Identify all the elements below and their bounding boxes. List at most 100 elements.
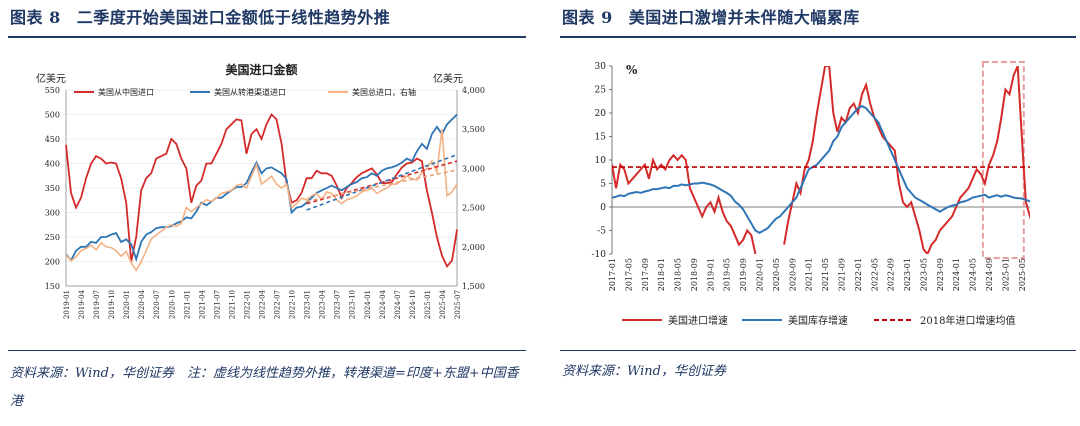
- y-tick-label: 15: [595, 133, 607, 143]
- figure-9-heading: 美国进口激增并未伴随大幅累库: [628, 8, 860, 27]
- x-tick-label: 2024-01: [952, 258, 961, 291]
- legend-imports-label: 美国进口增速: [668, 314, 728, 327]
- x-tick-label: 2022-04: [259, 289, 267, 319]
- x-tick-label: 2021-10: [228, 290, 236, 319]
- x-tick-label: 2021-04: [198, 289, 206, 319]
- x-tick-label: 2024-04: [379, 289, 387, 319]
- x-tick-label: 2020-07: [153, 290, 161, 319]
- x-tick-label: 2022-09: [887, 258, 896, 291]
- x-tick-label: 2021-01: [805, 258, 814, 291]
- x-tick-label: 2024-07: [394, 290, 402, 319]
- y-axis-left-label: 亿美元: [36, 72, 66, 85]
- transit-imports-line: [65, 113, 458, 263]
- legend-avg-label: 2018年进口增速均值: [920, 314, 1015, 327]
- x-tick-label: 2018-01: [657, 258, 666, 291]
- x-tick-label: 2017-05: [624, 258, 633, 291]
- x-tick-label: 2024-05: [969, 258, 978, 291]
- y-tick-label: 5: [600, 180, 606, 190]
- x-tick-label: 2020-01: [123, 290, 131, 319]
- y-tick-left-label: 250: [45, 233, 60, 242]
- x-tick-label: 2019-05: [723, 258, 732, 291]
- x-tick-label: 2019-01: [706, 258, 715, 291]
- imports-growth-line: [612, 66, 1030, 254]
- x-tick-label: 2019-10: [108, 290, 116, 319]
- y-tick-right-label: 2,000: [462, 243, 485, 252]
- x-tick-label: 2025-01: [1001, 258, 1010, 291]
- y-tick-label: 20: [595, 109, 607, 119]
- y-tick-right-label: 1,500: [462, 282, 485, 291]
- total-imports-line: [65, 129, 458, 272]
- x-tick-label: 2024-10: [409, 290, 417, 319]
- figure-8-heading: 二季度开始美国进口金额低于线性趋势外推: [76, 8, 391, 27]
- y-tick-left-label: 150: [45, 282, 60, 291]
- figure-9-label: 图表 9: [562, 8, 613, 27]
- y-tick-left-label: 200: [45, 258, 60, 267]
- x-tick-label: 2021-01: [183, 290, 191, 319]
- y-tick-left-label: 550: [45, 86, 60, 95]
- x-tick-label: 2023-04: [319, 289, 327, 319]
- figure-9-top-rule: [560, 36, 1076, 38]
- y-tick-label: -10: [592, 250, 607, 260]
- y-axis-right-label: 亿美元: [433, 72, 463, 85]
- legend-china-label: 美国从中国进口: [98, 87, 154, 97]
- y-tick-label: 30: [595, 62, 607, 72]
- x-tick-label: 2023-10: [349, 290, 357, 319]
- x-tick-label: 2017-09: [641, 258, 650, 291]
- y-tick-right-label: 4,000: [462, 86, 485, 95]
- x-tick-label: 2020-09: [788, 258, 797, 291]
- x-tick-label: 2020-04: [138, 289, 146, 319]
- x-tick-label: 2023-05: [919, 258, 928, 291]
- y-tick-right-label: 2,500: [462, 204, 485, 213]
- y-tick-left-label: 400: [45, 160, 60, 169]
- figure-9-source: 资料来源：Wind，华创证券: [562, 364, 726, 379]
- x-tick-label: 2017-01: [608, 258, 617, 291]
- x-tick-label: 2019-09: [739, 258, 748, 291]
- y-tick-label: 10: [595, 156, 607, 166]
- transit-trend-line: [306, 153, 458, 211]
- y-tick-left-label: 450: [45, 135, 60, 144]
- figure-8-bottom-rule: [8, 350, 526, 351]
- figure-9-bottom-rule: [560, 350, 1076, 351]
- x-tick-label: 2023-01: [304, 290, 312, 319]
- x-tick-label: 2025-07: [454, 290, 462, 319]
- legend-inventory-label: 美国库存增速: [788, 314, 848, 327]
- x-tick-label: 2019-04: [78, 289, 86, 319]
- figure-8-panel: 图表 8 二季度开始美国进口金额低于线性趋势外推 美国进口金额 亿美元 亿美元 150 2…: [0, 0, 530, 426]
- figure-9-panel: 图表 9 美国进口激增并未伴随大幅累库 % -10 -5 0 5 10 15 20 25 30 201…: [552, 0, 1080, 426]
- figure-8-label: 图表 8: [10, 8, 61, 27]
- x-tick-label: 2025-05: [1018, 258, 1027, 291]
- x-tick-label: 2018-09: [690, 258, 699, 291]
- x-tick-label: 2021-05: [821, 258, 830, 291]
- y-tick-right-label: 3,500: [462, 125, 485, 134]
- x-tick-label: 2022-10: [289, 290, 297, 319]
- figure-9-chart: % -10 -5 0 5 10 15 20 25 30 2017-01 2017-05 2017-09 2…: [592, 61, 1030, 327]
- y-tick-label: -5: [597, 227, 606, 237]
- x-tick-label: 2019-07: [93, 290, 101, 319]
- legend-total-label: 美国总进口，右轴: [352, 87, 416, 97]
- x-tick-label: 2022-05: [870, 258, 879, 291]
- x-tick-label: 2023-07: [334, 290, 342, 319]
- x-tick-label: 2020-01: [756, 258, 765, 291]
- x-tick-label: 2025-01: [424, 290, 432, 319]
- legend-transit-label: 美国从转港渠道进口: [214, 87, 286, 97]
- figure-8-source: 资料来源：Wind，华创证券 注：虚线为线性趋势外推，转港渠道=印度+东盟+中国…: [10, 366, 519, 409]
- inventory-growth-line: [612, 104, 1030, 234]
- x-tick-label: 2024-01: [364, 290, 372, 319]
- x-tick-label: 2020-05: [772, 258, 781, 291]
- total-trend-line: [306, 169, 458, 203]
- x-tick-label: 2018-05: [674, 258, 683, 291]
- x-tick-label: 2022-01: [854, 258, 863, 291]
- y-tick-label: 25: [595, 86, 607, 96]
- x-tick-label: 2023-01: [903, 258, 912, 291]
- y-axis-unit-label: %: [626, 63, 638, 77]
- figure-8-top-rule: [8, 36, 526, 38]
- figure-8-title: 图表 8 二季度开始美国进口金额低于线性趋势外推: [10, 4, 390, 28]
- x-tick-label: 2020-10: [168, 290, 176, 319]
- x-tick-label: 2021-07: [213, 290, 221, 319]
- y-tick-left-label: 500: [45, 111, 60, 120]
- y-tick-label: 0: [600, 203, 606, 213]
- x-tick-label: 2025-04: [439, 289, 447, 319]
- figure-9-title: 图表 9 美国进口激增并未伴随大幅累库: [562, 4, 860, 28]
- x-tick-label: 2024-09: [985, 258, 994, 291]
